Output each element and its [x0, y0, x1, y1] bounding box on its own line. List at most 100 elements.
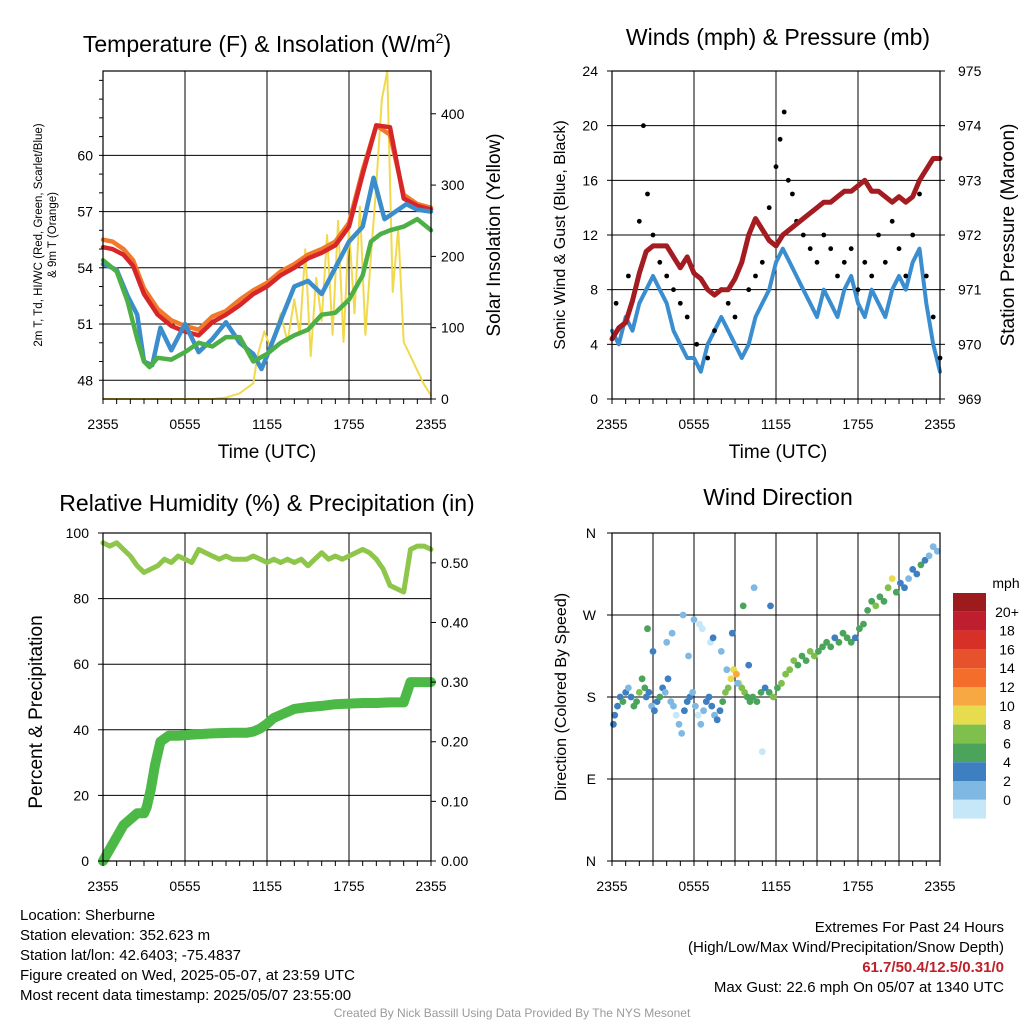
- direction-point: [860, 620, 867, 628]
- gust-point: [694, 341, 700, 347]
- series-line-td: [100, 216, 434, 370]
- gust-point: [876, 232, 881, 238]
- gust-point: [650, 232, 656, 238]
- gust-point: [712, 328, 717, 334]
- series-line-precipitation: [98, 677, 436, 866]
- direction-point: [933, 547, 941, 555]
- y2-tick-label: 200: [441, 248, 465, 264]
- direction-point: [717, 648, 725, 655]
- direction-point: [888, 575, 896, 582]
- y2-tick-label: 0.10: [441, 793, 468, 809]
- direction-point: [713, 716, 721, 724]
- direction-point: [774, 684, 781, 692]
- direction-point: [839, 629, 847, 637]
- extremes-values: 61.7/50.4/12.5/0.31/0: [862, 959, 1004, 976]
- direction-point: [749, 693, 757, 701]
- x-tick-label: 1155: [761, 878, 791, 894]
- chart-title: Relative Humidity (%) & Precipitation (i…: [59, 490, 474, 516]
- y-axis-label-line2: & 9m T (Orange): [47, 192, 59, 278]
- direction-point: [786, 666, 794, 674]
- gust-point: [855, 287, 861, 293]
- x-tick-label: 2355: [596, 416, 627, 432]
- y2-axis-label: Solar Insolation (Yellow): [484, 133, 505, 336]
- gust-point: [777, 136, 783, 142]
- y-tick-label: S: [587, 689, 596, 705]
- series-line-sonic-wind: [610, 246, 942, 374]
- y-tick-label: 4: [590, 336, 598, 352]
- x-tick-label: 1755: [842, 878, 873, 894]
- colorbar-label: 12: [999, 679, 1015, 695]
- x-tick-label: 0555: [678, 878, 709, 894]
- chart-title: Winds (mph) & Pressure (mb): [626, 24, 930, 50]
- x-tick-label: 1155: [252, 878, 282, 894]
- direction-point: [917, 561, 925, 569]
- y-tick-label: 20: [582, 118, 598, 134]
- colorbar-label: 20+: [995, 604, 1019, 620]
- direction-point: [694, 711, 702, 719]
- title-main: Temperature (F) & Insolation (W/m: [83, 31, 436, 57]
- colorbar-cell: [953, 724, 986, 744]
- direction-point: [765, 689, 773, 696]
- y-tick-label: 100: [66, 525, 90, 541]
- direction-point: [847, 638, 855, 646]
- direction-point: [689, 689, 696, 696]
- direction-point: [651, 707, 658, 715]
- direction-point: [868, 597, 876, 605]
- chart-title: Wind Direction: [703, 484, 853, 510]
- direction-point: [641, 684, 649, 692]
- series-line-relative-humidity: [100, 540, 434, 595]
- direction-point: [692, 702, 699, 710]
- colorbar-label: 10: [999, 698, 1015, 714]
- y2-tick-label: 974: [958, 118, 982, 134]
- colorbar-cell: [953, 649, 986, 669]
- credit-line: Created By Nick Bassill Using Data Provi…: [333, 1006, 691, 1020]
- direction-point: [856, 625, 863, 633]
- direction-point: [697, 720, 705, 728]
- y2-axis-label: Station Pressure (Maroon): [998, 124, 1019, 347]
- direction-point: [901, 584, 908, 592]
- y2-tick-label: 0: [441, 391, 449, 407]
- y-axis-label: Sonic Wind & Gust (Blue, Black): [552, 120, 569, 349]
- y-tick-label: W: [583, 607, 597, 623]
- colorbar-cell: [953, 593, 986, 612]
- y-tick-label: E: [587, 771, 596, 787]
- y-tick-label: 54: [77, 260, 93, 276]
- y2-tick-label: 0.40: [441, 614, 468, 630]
- gust-point: [923, 273, 929, 279]
- direction-point: [724, 684, 732, 692]
- gust-point: [910, 232, 916, 238]
- x-tick-label: 2355: [924, 878, 955, 894]
- gust-point: [645, 191, 650, 197]
- gust-point: [800, 232, 806, 238]
- colorbar-cell: [953, 799, 986, 819]
- x-tick-label: 2355: [415, 416, 446, 432]
- colorbar-cell: [953, 611, 986, 631]
- direction-point: [851, 634, 859, 642]
- y2-tick-label: 100: [441, 320, 465, 336]
- direction-point: [884, 584, 892, 592]
- direction-point: [880, 597, 888, 605]
- direction-point: [709, 634, 717, 642]
- gust-point: [781, 109, 787, 115]
- title-end: ): [443, 31, 451, 57]
- direction-point: [739, 602, 747, 610]
- extremes-title: Extremes For Past 24 Hours: [814, 919, 1004, 936]
- direction-point: [663, 638, 671, 646]
- direction-point: [929, 543, 937, 551]
- direction-point: [716, 707, 724, 715]
- colorbar-label: 6: [1003, 735, 1011, 751]
- series-line-station-pressure: [609, 156, 943, 342]
- y-tick-label: 40: [73, 722, 89, 738]
- direction-point: [635, 689, 643, 696]
- direction-point: [806, 648, 814, 655]
- gust-point: [841, 259, 847, 265]
- y-tick-label: 8: [590, 282, 598, 298]
- direction-point: [810, 652, 818, 660]
- y-tick-label: 12: [582, 227, 598, 243]
- gust-point: [773, 164, 779, 170]
- direction-point: [815, 648, 822, 655]
- elevation-text: Station elevation: 352.623 m: [20, 927, 211, 944]
- direction-point: [733, 670, 740, 678]
- gust-point: [882, 259, 888, 265]
- direction-point: [644, 625, 651, 633]
